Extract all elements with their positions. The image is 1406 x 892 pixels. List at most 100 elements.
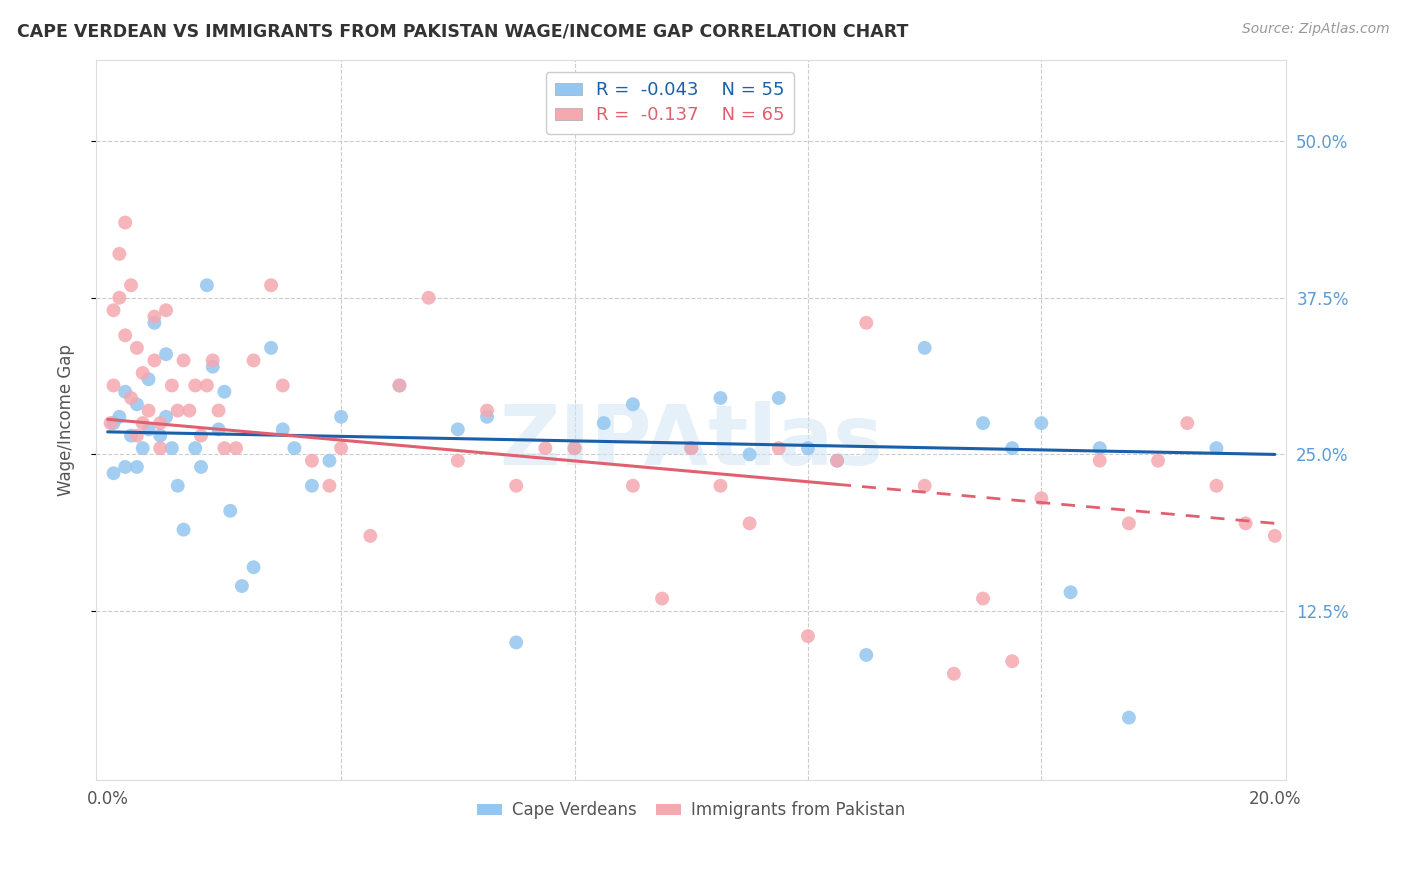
Point bbox=[108, 409, 131, 424]
Point bbox=[114, 384, 136, 399]
Point bbox=[149, 428, 172, 442]
Point bbox=[143, 353, 166, 368]
Point bbox=[825, 453, 848, 467]
Point bbox=[418, 291, 440, 305]
Point bbox=[972, 416, 994, 430]
Point bbox=[681, 441, 703, 455]
Point bbox=[564, 441, 586, 455]
Y-axis label: Wage/Income Gap: Wage/Income Gap bbox=[58, 344, 75, 496]
Point bbox=[184, 378, 207, 392]
Point bbox=[1264, 529, 1286, 543]
Point bbox=[1001, 654, 1024, 668]
Point bbox=[738, 447, 761, 461]
Point bbox=[173, 353, 195, 368]
Point bbox=[138, 372, 160, 386]
Point bbox=[1059, 585, 1081, 599]
Point bbox=[797, 441, 820, 455]
Point bbox=[283, 441, 305, 455]
Point bbox=[190, 459, 212, 474]
Point bbox=[138, 422, 160, 436]
Point bbox=[149, 441, 172, 455]
Point bbox=[768, 391, 790, 405]
Point bbox=[120, 391, 142, 405]
Point bbox=[242, 560, 264, 574]
Point bbox=[388, 378, 411, 392]
Point bbox=[149, 416, 172, 430]
Point bbox=[214, 384, 236, 399]
Point bbox=[231, 579, 253, 593]
Point bbox=[100, 416, 122, 430]
Point bbox=[768, 441, 790, 455]
Point bbox=[1088, 441, 1111, 455]
Point bbox=[972, 591, 994, 606]
Point bbox=[214, 441, 236, 455]
Point bbox=[447, 422, 470, 436]
Point bbox=[1234, 516, 1257, 531]
Point bbox=[914, 341, 936, 355]
Point bbox=[155, 347, 177, 361]
Point bbox=[160, 441, 183, 455]
Point bbox=[1175, 416, 1198, 430]
Point bbox=[155, 409, 177, 424]
Point bbox=[1205, 441, 1227, 455]
Point bbox=[260, 278, 283, 293]
Legend: Cape Verdeans, Immigrants from Pakistan: Cape Verdeans, Immigrants from Pakistan bbox=[470, 795, 912, 826]
Point bbox=[131, 441, 153, 455]
Point bbox=[505, 635, 527, 649]
Point bbox=[359, 529, 381, 543]
Point bbox=[1118, 516, 1140, 531]
Point bbox=[143, 310, 166, 324]
Point bbox=[1001, 441, 1024, 455]
Point bbox=[195, 278, 218, 293]
Point bbox=[318, 479, 340, 493]
Point bbox=[173, 523, 195, 537]
Point bbox=[942, 666, 965, 681]
Point bbox=[621, 397, 644, 411]
Point bbox=[1031, 416, 1053, 430]
Point bbox=[143, 316, 166, 330]
Point bbox=[125, 428, 148, 442]
Point bbox=[103, 416, 125, 430]
Point bbox=[825, 453, 848, 467]
Point bbox=[318, 453, 340, 467]
Point bbox=[160, 378, 183, 392]
Point bbox=[190, 428, 212, 442]
Point bbox=[120, 428, 142, 442]
Point bbox=[1031, 491, 1053, 506]
Point bbox=[301, 479, 323, 493]
Point bbox=[330, 441, 353, 455]
Point bbox=[201, 353, 224, 368]
Point bbox=[388, 378, 411, 392]
Point bbox=[1147, 453, 1170, 467]
Point bbox=[651, 591, 673, 606]
Text: Source: ZipAtlas.com: Source: ZipAtlas.com bbox=[1241, 22, 1389, 37]
Point bbox=[131, 416, 153, 430]
Point bbox=[797, 629, 820, 643]
Point bbox=[681, 441, 703, 455]
Point bbox=[1205, 479, 1227, 493]
Point bbox=[166, 479, 188, 493]
Point bbox=[914, 479, 936, 493]
Point bbox=[207, 422, 229, 436]
Point bbox=[114, 215, 136, 229]
Point bbox=[301, 453, 323, 467]
Point bbox=[125, 459, 148, 474]
Point bbox=[242, 353, 264, 368]
Point bbox=[195, 378, 218, 392]
Point bbox=[219, 504, 242, 518]
Point bbox=[125, 341, 148, 355]
Point bbox=[125, 397, 148, 411]
Point bbox=[271, 422, 294, 436]
Point bbox=[709, 479, 731, 493]
Point bbox=[103, 378, 125, 392]
Point bbox=[564, 441, 586, 455]
Point bbox=[103, 467, 125, 481]
Point bbox=[738, 516, 761, 531]
Point bbox=[621, 479, 644, 493]
Point bbox=[184, 441, 207, 455]
Text: CAPE VERDEAN VS IMMIGRANTS FROM PAKISTAN WAGE/INCOME GAP CORRELATION CHART: CAPE VERDEAN VS IMMIGRANTS FROM PAKISTAN… bbox=[17, 22, 908, 40]
Point bbox=[225, 441, 247, 455]
Text: ZIPAtlas: ZIPAtlas bbox=[499, 401, 883, 482]
Point bbox=[330, 409, 353, 424]
Point bbox=[1118, 711, 1140, 725]
